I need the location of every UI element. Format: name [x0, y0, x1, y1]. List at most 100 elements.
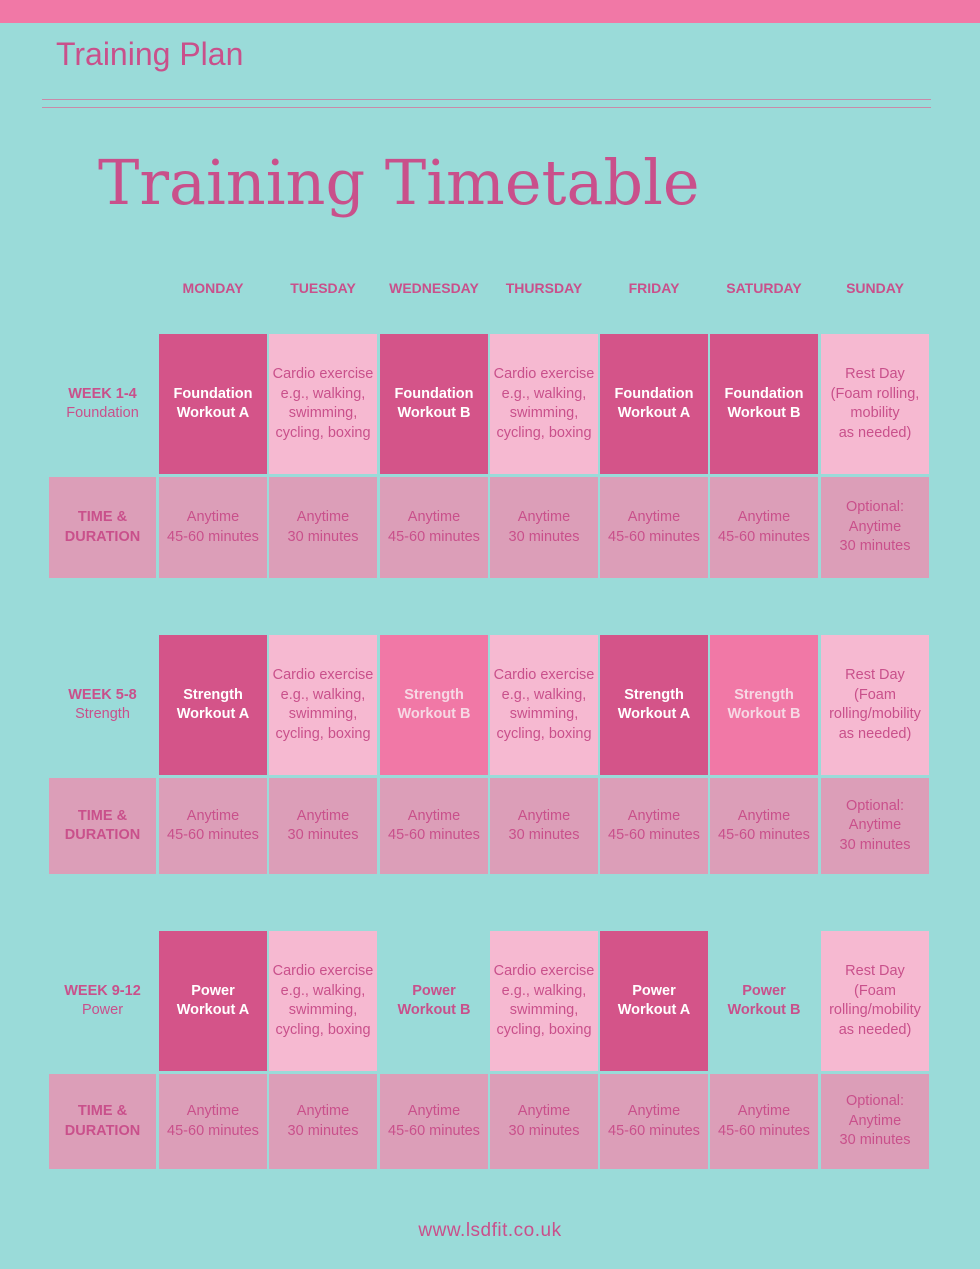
duration-line: Anytime — [296, 509, 350, 525]
workout-cell-sunday: Rest Day (Foam rolling/mobility as needed) — [821, 635, 929, 775]
workout-line: Power — [412, 982, 456, 999]
duration-line: Anytime — [737, 509, 791, 525]
duration-line: Anytime — [186, 1103, 240, 1119]
duration-line: 45-60 minutes — [167, 1122, 259, 1139]
duration-line: Optional: — [845, 1093, 905, 1110]
workout-line: cycling, boxing — [275, 1021, 371, 1038]
workout-line: as needed) — [838, 1021, 912, 1038]
workout-line: cycling, boxing — [496, 1021, 592, 1038]
workout-line: rolling/mobility — [829, 706, 921, 722]
workout-line: Workout B — [727, 405, 801, 421]
workout-line: swimming, — [509, 405, 579, 421]
workout-cell-monday: Foundation Workout A — [159, 334, 267, 474]
day-header-thursday: THURSDAY — [505, 280, 583, 296]
duration-line: 30 minutes — [839, 836, 911, 853]
top-bar — [0, 0, 980, 23]
header-rule-top — [42, 99, 931, 100]
duration-line: Anytime — [296, 807, 350, 824]
workout-line: Workout A — [176, 1002, 250, 1018]
week-label: WEEK 1-4 Foundation — [49, 334, 156, 474]
header-title: Training Plan — [56, 36, 244, 72]
page-title: Training Timetable — [98, 146, 700, 219]
duration-cell-thursday: Anytime 30 minutes — [490, 477, 598, 578]
workout-cell-monday: Power Workout A — [159, 931, 267, 1071]
duration-line: 45-60 minutes — [388, 1122, 480, 1139]
duration-line: Anytime — [848, 817, 902, 834]
workout-cell-friday: Power Workout A — [600, 931, 708, 1071]
workout-cell-tuesday: Cardio exercise e.g., walking, swimming, cy… — [269, 334, 377, 474]
workout-line: e.g., walking, — [280, 982, 366, 999]
duration-line: Anytime — [407, 807, 461, 824]
footer-url[interactable]: www.lsdfit.co.uk — [418, 1220, 562, 1241]
duration-cell-thursday: Anytime 30 minutes — [490, 778, 598, 874]
workout-line: swimming, — [288, 405, 358, 421]
workout-cell-friday: Foundation Workout A — [600, 334, 708, 474]
duration-line: 30 minutes — [839, 538, 911, 555]
workout-line: swimming, — [509, 1002, 579, 1018]
workout-line: rolling/mobility — [829, 1002, 921, 1018]
workout-line: e.g., walking, — [280, 385, 366, 402]
workout-line: Foundation — [614, 385, 694, 402]
duration-line: Anytime — [737, 1103, 791, 1119]
workout-line: Cardio exercise — [493, 667, 595, 683]
week-range: WEEK 5-8 — [68, 686, 137, 703]
week-range: WEEK 1-4 — [68, 385, 137, 402]
workout-line: Foundation — [394, 385, 474, 402]
duration-line: 30 minutes — [508, 528, 580, 545]
workout-line: Workout A — [617, 1002, 691, 1018]
week-label: WEEK 9-12 Power — [49, 931, 156, 1071]
workout-line: Workout B — [397, 706, 471, 722]
duration-cell-saturday: Anytime 45-60 minutes — [710, 1074, 818, 1169]
workout-line: cycling, boxing — [496, 725, 592, 742]
duration-line: Anytime — [848, 518, 902, 535]
workout-line: Power — [191, 982, 235, 999]
workout-line: Workout A — [176, 405, 250, 421]
workout-line: Strength — [404, 686, 464, 703]
duration-line: Anytime — [296, 1103, 350, 1119]
workout-line: e.g., walking, — [501, 982, 587, 999]
duration-label-line: TIME & — [77, 807, 128, 824]
duration-cell-sunday: Optional: Anytime 30 minutes — [821, 1074, 929, 1169]
workout-cell-sunday: Rest Day (Foam rolling, mobility as needed) — [821, 334, 929, 474]
workout-cell-thursday: Cardio exercise e.g., walking, swimming, cy… — [490, 334, 598, 474]
workout-line: cycling, boxing — [275, 725, 371, 742]
workout-cell-saturday: Power Workout B — [710, 931, 818, 1071]
duration-cell-friday: Anytime 45-60 minutes — [600, 477, 708, 578]
workout-line: (Foam — [854, 982, 896, 999]
duration-line: Anytime — [627, 807, 681, 824]
workout-line: Workout B — [397, 1002, 471, 1018]
duration-line: 45-60 minutes — [167, 827, 259, 843]
header-rule-bottom — [42, 107, 931, 108]
workout-cell-thursday: Cardio exercise e.g., walking, swimming, cy… — [490, 635, 598, 775]
duration-line: Optional: — [845, 797, 905, 814]
workout-line: Cardio exercise — [493, 963, 595, 979]
workout-cell-wednesday: Strength Workout B — [380, 635, 488, 775]
workout-line: mobility — [850, 405, 900, 421]
duration-cell-friday: Anytime 45-60 minutes — [600, 778, 708, 874]
workout-line: Rest Day — [845, 963, 905, 979]
duration-line: Anytime — [627, 1103, 681, 1119]
duration-line: 45-60 minutes — [718, 1122, 810, 1139]
workout-line: Workout A — [617, 706, 691, 722]
workout-line: cycling, boxing — [496, 424, 592, 441]
workout-line: Strength — [183, 686, 243, 703]
workout-line: e.g., walking, — [280, 686, 366, 703]
duration-line: 30 minutes — [839, 1132, 911, 1149]
workout-line: Cardio exercise — [272, 366, 374, 382]
workout-line: Foundation — [173, 385, 253, 402]
duration-line: 30 minutes — [508, 1122, 580, 1139]
workout-cell-wednesday: Power Workout B — [380, 931, 488, 1071]
duration-cell-monday: Anytime 45-60 minutes — [159, 778, 267, 874]
duration-line: 30 minutes — [287, 528, 359, 545]
week-phase: Strength — [75, 706, 130, 722]
week-label: WEEK 5-8 Strength — [49, 635, 156, 775]
duration-label-line: TIME & — [77, 1103, 128, 1119]
duration-line: Anytime — [517, 807, 571, 824]
duration-line: Anytime — [848, 1112, 902, 1129]
workout-line: e.g., walking, — [501, 385, 587, 402]
duration-label-line: DURATION — [64, 1122, 141, 1139]
day-header-sunday: SUNDAY — [846, 280, 904, 296]
workout-line: Workout A — [176, 706, 250, 722]
workout-line: Strength — [624, 686, 684, 703]
workout-line: Cardio exercise — [493, 366, 595, 382]
